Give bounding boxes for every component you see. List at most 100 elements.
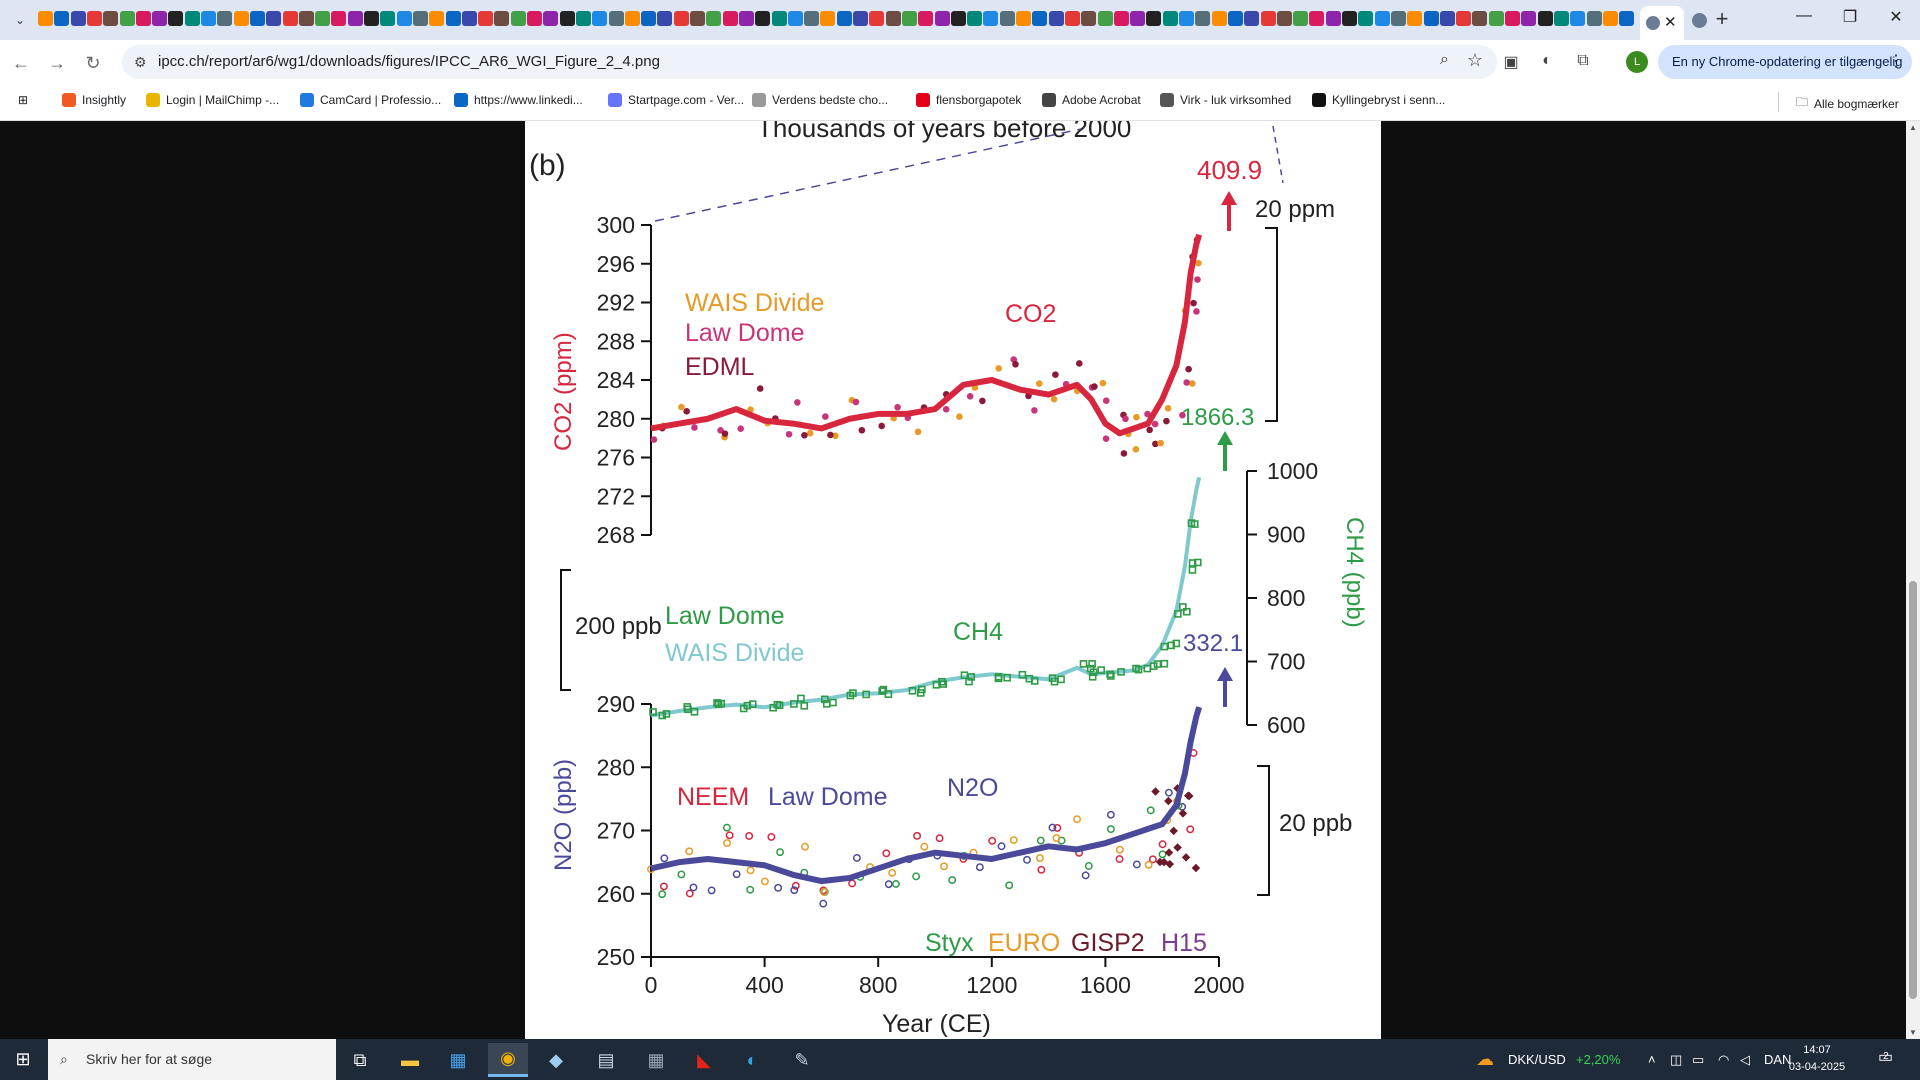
pinned-tab-favicon[interactable]: [1113, 11, 1129, 26]
restore-button[interactable]: ❐: [1842, 9, 1858, 26]
pinned-tab-favicon[interactable]: [624, 11, 640, 26]
scroll-up-icon[interactable]: ▲: [1909, 123, 1917, 132]
pinned-tab-favicon[interactable]: [1488, 11, 1504, 26]
scroll-down-icon[interactable]: ▼: [1909, 1028, 1917, 1037]
pinned-tab-favicon[interactable]: [119, 11, 135, 26]
pinned-tab-favicon[interactable]: [1048, 11, 1064, 26]
pinned-tab-favicon[interactable]: [1276, 11, 1292, 26]
bookmark-item[interactable]: Insightly: [62, 93, 126, 107]
battery-icon[interactable]: ▭: [1692, 1052, 1705, 1067]
pinned-tab-favicon[interactable]: [184, 11, 200, 26]
pinned-tab-favicon[interactable]: [1553, 11, 1569, 26]
tab-search-dropdown[interactable]: ⌄: [14, 13, 26, 27]
pinned-tab-favicon[interactable]: [1570, 11, 1586, 26]
pinned-tab-favicon[interactable]: [1537, 11, 1553, 26]
pinned-tab-favicon[interactable]: [673, 11, 689, 26]
pinned-tab-favicon[interactable]: [559, 11, 575, 26]
new-tab-button[interactable]: +: [1715, 6, 1729, 31]
pinned-tab-favicon[interactable]: [38, 11, 53, 26]
pinned-tab-favicon[interactable]: [869, 11, 885, 26]
pinned-tab-favicon[interactable]: [201, 11, 216, 26]
pinned-tab-favicon[interactable]: [950, 11, 966, 26]
pinned-tab-favicon[interactable]: [152, 11, 168, 26]
pinned-tab-favicon[interactable]: [1342, 11, 1357, 26]
pinned-tab-favicon[interactable]: [722, 11, 738, 26]
pinned-tab-favicon[interactable]: [135, 11, 151, 26]
pinned-tab-favicon[interactable]: [478, 11, 494, 26]
edge-icon[interactable]: ◐: [746, 1049, 758, 1070]
pinned-tab-favicon[interactable]: [641, 11, 657, 26]
pinned-tab-favicon[interactable]: [1146, 11, 1162, 26]
pinned-tab-favicon[interactable]: [543, 11, 559, 26]
task-view-icon[interactable]: ⧉: [353, 1049, 367, 1070]
pinned-tab-favicon[interactable]: [983, 11, 999, 26]
volume-icon[interactable]: ◁: [1740, 1052, 1750, 1067]
pinned-tab-favicon[interactable]: [706, 11, 722, 26]
pinned-tab-favicon[interactable]: [429, 11, 445, 26]
pinned-tab-favicon[interactable]: [510, 11, 526, 26]
profile-avatar[interactable]: L: [1626, 51, 1648, 73]
chrome-icon[interactable]: ◉: [488, 1043, 528, 1077]
taskbar-search-box[interactable]: ⌕ Skriv her for at søge: [48, 1039, 336, 1080]
site-info-icon[interactable]: ⚙: [134, 54, 147, 70]
bookmark-item[interactable]: https://www.linkedi...: [454, 93, 583, 107]
pinned-tab-favicon[interactable]: [364, 11, 379, 26]
notes-icon[interactable]: ◆: [549, 1049, 563, 1070]
pinned-tab-favicon[interactable]: [1309, 11, 1325, 26]
pinned-tab-favicon[interactable]: [1407, 11, 1423, 26]
active-tab[interactable]: ✕: [1640, 6, 1684, 40]
pinned-tab-favicon[interactable]: [1325, 11, 1341, 26]
store-icon[interactable]: ▦: [449, 1049, 467, 1070]
pinned-tab-favicon[interactable]: [918, 11, 934, 26]
pinned-tab-favicon[interactable]: [787, 11, 803, 26]
pinned-tab-favicon[interactable]: [1619, 11, 1635, 26]
pinned-tab-favicon[interactable]: [657, 11, 673, 26]
pinned-tab-favicon[interactable]: [217, 11, 233, 26]
bookmark-item[interactable]: CamCard | Professio...: [300, 93, 441, 107]
pinned-tab-favicon[interactable]: [380, 11, 396, 26]
pinned-tab-favicon[interactable]: [527, 11, 542, 26]
ticker-label[interactable]: DKK/USD: [1508, 1052, 1566, 1067]
pinned-tab-favicon[interactable]: [967, 11, 983, 26]
pinned-tab-favicon[interactable]: [347, 11, 363, 26]
pinned-tab-favicon[interactable]: [1456, 11, 1472, 26]
pinned-tab-favicon[interactable]: [592, 11, 608, 26]
apps-grid-icon[interactable]: ⊞: [18, 93, 29, 107]
bookmark-item[interactable]: Adobe Acrobat: [1042, 93, 1141, 107]
pinned-tab-favicon[interactable]: [1521, 11, 1537, 26]
close-window-button[interactable]: ✕: [1889, 9, 1903, 26]
pinned-tab-favicon[interactable]: [266, 11, 282, 26]
pinned-tab-favicon[interactable]: [1064, 11, 1080, 26]
pinned-tab-favicon[interactable]: [1016, 11, 1031, 26]
pinned-tab-favicon[interactable]: [86, 11, 102, 26]
pinned-tab-favicon[interactable]: [331, 11, 347, 26]
pinned-tab-favicon[interactable]: [445, 11, 461, 26]
pinned-tab-favicon[interactable]: [1162, 11, 1178, 26]
pinned-tab-favicon[interactable]: [1244, 11, 1260, 26]
reload-icon[interactable]: ↻: [85, 53, 101, 73]
bookmark-item[interactable]: Kyllingebryst i senn...: [1312, 93, 1445, 107]
pinned-tab-favicon[interactable]: [1195, 11, 1211, 26]
bookmark-star-icon[interactable]: ☆: [1466, 50, 1483, 70]
notifications-icon[interactable]: ▭2: [1878, 1049, 1894, 1066]
pinned-tab-favicon[interactable]: [1472, 11, 1488, 26]
pinned-tab-favicon[interactable]: [103, 11, 119, 26]
pinned-tab-favicon[interactable]: [315, 11, 331, 26]
pinned-tab-favicon[interactable]: [1423, 11, 1439, 26]
pinned-tab-favicon[interactable]: [901, 11, 917, 26]
pinned-tab-favicon[interactable]: [168, 11, 184, 26]
bookmark-item[interactable]: Virk - luk virksomhed: [1160, 93, 1291, 107]
zoom-icon[interactable]: ⌕: [1440, 51, 1449, 68]
pinned-tab-favicon[interactable]: [755, 11, 771, 26]
document-icon[interactable]: ▤: [597, 1049, 615, 1070]
pinned-tab-favicon[interactable]: [690, 11, 705, 26]
pinned-tab-favicon[interactable]: [1130, 11, 1146, 26]
pinned-tab-favicon[interactable]: [412, 11, 428, 26]
pinned-tab-favicon[interactable]: [836, 11, 852, 26]
extension-icon[interactable]: ▣: [1503, 54, 1519, 71]
acrobat-icon[interactable]: ◣: [697, 1049, 711, 1070]
tray-chevron-icon[interactable]: ˄: [1648, 1052, 1656, 1067]
pinned-tab-favicon[interactable]: [885, 11, 901, 26]
pinned-tab-favicon[interactable]: [1097, 11, 1113, 26]
pinned-tab-favicon[interactable]: [575, 11, 591, 26]
